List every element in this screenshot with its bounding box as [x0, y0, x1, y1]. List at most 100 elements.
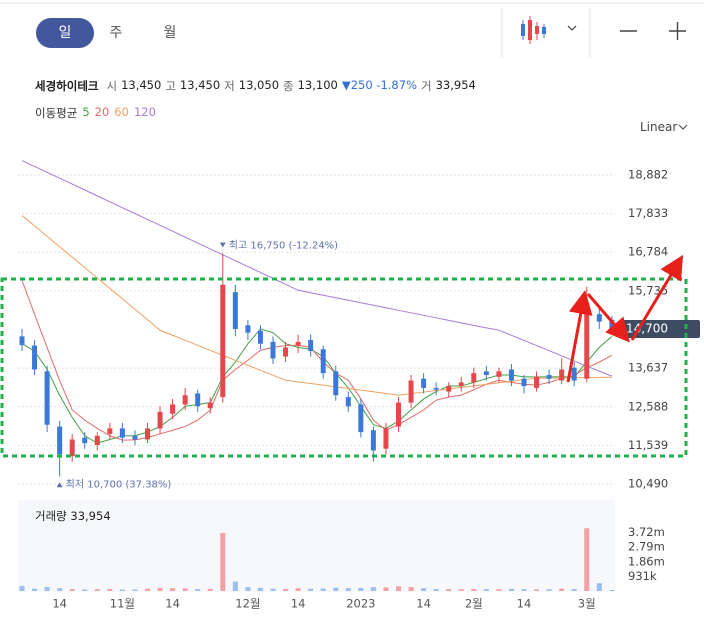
x-tick-label: 12월 — [235, 597, 260, 611]
volume-bar — [207, 588, 213, 591]
ma-label: 이동평균 — [35, 106, 78, 120]
candle-body — [32, 345, 38, 370]
ma-legend: 이동평균 5 20 60 120 — [35, 105, 156, 121]
candle-body — [220, 284, 226, 398]
tab[interactable]: 일 — [59, 25, 72, 41]
candle-body — [521, 378, 527, 387]
zoom-in-icon[interactable] — [669, 22, 686, 40]
candle-body — [596, 314, 602, 322]
x-tick-label: 14 — [165, 597, 180, 611]
marks: 18,88217,83316,78415,73513,63712,58811,5… — [18, 160, 700, 611]
candle-body — [44, 371, 50, 425]
candle-body — [308, 340, 314, 352]
annotation: 최저 10,700 (37.38%) — [66, 478, 172, 490]
candle-body — [421, 378, 427, 388]
volume-bar — [408, 587, 414, 591]
x-tick-label: 14 — [291, 597, 306, 611]
y-tick-label: 13,637 — [628, 361, 668, 375]
ma-legend-entry: 5 — [82, 105, 90, 119]
quote-line: 세경하이테크 시 13,450 고 13,450 저 13,050 종 13,100 ▼250… — [35, 78, 476, 94]
x-tick-label: 11월 — [110, 597, 135, 611]
volume-bar — [195, 589, 201, 591]
ma-legend-entry: 120 — [133, 105, 156, 119]
x-tick-label: 14 — [517, 597, 532, 611]
candle-body — [571, 367, 577, 381]
field-value: 13,450 — [121, 78, 162, 92]
candle-body — [119, 428, 125, 438]
candle-body — [546, 375, 552, 379]
candle-body — [333, 371, 339, 396]
tab-selected-bg[interactable] — [36, 18, 94, 48]
volume-bar — [320, 588, 326, 591]
red-arrows — [566, 254, 684, 383]
y-tick-label: 17,833 — [628, 206, 668, 220]
y-tick-label: 1.86m — [628, 554, 665, 568]
volume-bar — [295, 588, 301, 591]
tab[interactable]: 주 — [110, 25, 123, 41]
volume-bar — [283, 588, 289, 591]
candle-body — [69, 439, 75, 457]
volume-bar — [508, 588, 514, 591]
field-label: 저 — [224, 79, 235, 93]
volume-bar — [483, 589, 489, 591]
volume-bar — [433, 588, 439, 591]
candle-body — [471, 373, 477, 383]
volume-bar — [559, 588, 565, 591]
x-tick-label: 2월 — [465, 597, 483, 611]
dropdown-icon[interactable] — [567, 25, 577, 31]
volume-bar — [609, 590, 615, 591]
field-label: 거 — [421, 79, 432, 93]
volume-bar — [94, 589, 100, 591]
volume-bar — [421, 588, 427, 591]
candle-body — [232, 292, 238, 329]
volume-bar — [521, 589, 527, 591]
candle-body — [107, 428, 113, 434]
candle-body — [358, 404, 364, 433]
volume-bar — [44, 587, 50, 591]
candle-body — [195, 393, 201, 407]
volume-bar — [584, 528, 590, 591]
volume-bar — [32, 588, 38, 591]
x-tick-label: 14 — [416, 597, 431, 611]
candle-body — [132, 435, 138, 440]
volume-bar — [220, 532, 226, 591]
volume-bar — [270, 588, 276, 591]
scale-mode[interactable]: Linear — [640, 120, 678, 134]
scale-dropdown-icon[interactable] — [678, 124, 688, 130]
volume-bar — [333, 587, 339, 591]
volume-title: 거래량 33,954 — [35, 509, 111, 523]
quote-fields: 시 13,450 고 13,450 저 13,050 종 13,100 — [106, 78, 337, 94]
volume-bar — [471, 588, 477, 591]
tab[interactable]: 월 — [164, 25, 177, 41]
candle-body — [157, 411, 163, 429]
volume-bar — [157, 587, 163, 591]
candle-body — [370, 430, 376, 451]
y-tick-label: 11,539 — [628, 438, 668, 452]
y-tick-label: 2.79m — [628, 540, 665, 554]
chart-type-icon[interactable] — [521, 16, 546, 44]
candle-body — [320, 349, 326, 374]
field-label: 종 — [283, 79, 294, 93]
candle-body — [207, 402, 213, 409]
field-value: 13,100 — [297, 78, 338, 92]
candle-body — [270, 341, 276, 359]
candle-body — [283, 347, 289, 357]
annotation-marker — [219, 242, 226, 248]
candle-body — [82, 437, 88, 444]
y-tick-label: 16,784 — [628, 245, 668, 259]
volume-bar — [19, 585, 25, 591]
field-label: 고 — [165, 79, 176, 93]
candle-body — [145, 428, 150, 440]
ma-line — [21, 280, 613, 441]
change: ▼250 -1.87% — [341, 78, 417, 92]
candle-body — [94, 435, 100, 445]
volume-bar — [370, 587, 376, 591]
ma-legend-entry: 60 — [114, 105, 129, 119]
volume-bar — [571, 588, 577, 591]
field-value: 33,954 — [435, 78, 476, 92]
candle-body — [383, 428, 389, 449]
candle-body — [19, 336, 25, 346]
y-tick-label: 12,588 — [628, 399, 668, 413]
candle-body — [245, 325, 251, 333]
